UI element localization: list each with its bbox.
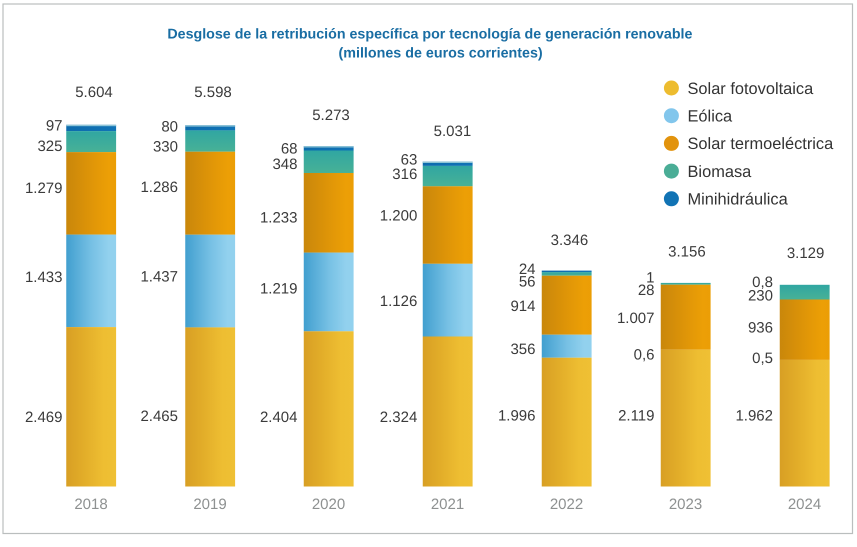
svg-text:230: 230 (748, 288, 773, 305)
svg-text:2.324: 2.324 (380, 409, 418, 426)
svg-text:3.129: 3.129 (787, 245, 825, 262)
svg-text:5.598: 5.598 (194, 84, 232, 101)
svg-text:1.200: 1.200 (380, 208, 418, 225)
svg-text:330: 330 (153, 139, 178, 156)
svg-text:1.279: 1.279 (25, 180, 63, 197)
svg-text:Solar fotovoltaica: Solar fotovoltaica (688, 80, 815, 98)
svg-text:5.604: 5.604 (75, 84, 113, 101)
svg-text:1.437: 1.437 (140, 269, 178, 286)
svg-text:3.156: 3.156 (668, 244, 706, 261)
svg-text:63: 63 (401, 152, 418, 169)
svg-text:68: 68 (281, 141, 298, 158)
svg-text:Solar termoeléctrica: Solar termoeléctrica (688, 135, 835, 153)
svg-text:5.273: 5.273 (312, 107, 350, 124)
svg-text:1: 1 (646, 269, 654, 286)
svg-text:2.465: 2.465 (140, 408, 178, 425)
svg-text:56: 56 (519, 274, 536, 291)
svg-text:1.286: 1.286 (140, 179, 178, 196)
svg-text:Minihidráulica: Minihidráulica (688, 191, 789, 209)
svg-text:Desglose de la retribución esp: Desglose de la retribución específica po… (167, 27, 692, 43)
svg-text:2022: 2022 (550, 496, 583, 513)
svg-text:2019: 2019 (193, 496, 226, 513)
svg-text:2.119: 2.119 (618, 408, 654, 425)
svg-text:5.031: 5.031 (434, 123, 472, 140)
svg-text:936: 936 (748, 320, 773, 337)
svg-text:28: 28 (638, 282, 655, 299)
svg-text:2021: 2021 (431, 496, 464, 513)
svg-text:0,6: 0,6 (634, 347, 655, 364)
svg-text:1.126: 1.126 (380, 293, 418, 310)
svg-text:316: 316 (392, 166, 417, 183)
svg-text:2.469: 2.469 (25, 409, 63, 426)
svg-text:2.404: 2.404 (260, 409, 298, 426)
svg-text:1.962: 1.962 (735, 408, 773, 425)
svg-text:356: 356 (510, 341, 535, 358)
svg-text:0,8: 0,8 (752, 274, 773, 291)
svg-text:2020: 2020 (312, 496, 345, 513)
svg-text:(millones de euros corrientes): (millones de euros corrientes) (339, 46, 543, 62)
svg-text:2023: 2023 (669, 496, 702, 513)
svg-text:325: 325 (37, 138, 62, 155)
svg-text:80: 80 (161, 119, 178, 136)
svg-text:1.433: 1.433 (25, 269, 63, 286)
svg-text:348: 348 (272, 156, 297, 173)
svg-text:1.996: 1.996 (498, 408, 536, 425)
svg-text:2018: 2018 (74, 496, 107, 513)
svg-text:Eólica: Eólica (688, 108, 734, 126)
svg-text:3.346: 3.346 (551, 232, 589, 249)
svg-text:Biomasa: Biomasa (688, 163, 753, 181)
svg-text:1.219: 1.219 (260, 280, 298, 297)
svg-text:2024: 2024 (788, 496, 821, 513)
svg-text:1.007: 1.007 (617, 310, 655, 327)
svg-text:1.233: 1.233 (260, 210, 298, 227)
svg-text:24: 24 (519, 261, 536, 278)
svg-text:914: 914 (510, 298, 535, 315)
svg-text:97: 97 (46, 118, 63, 135)
svg-text:0,5: 0,5 (752, 350, 773, 367)
